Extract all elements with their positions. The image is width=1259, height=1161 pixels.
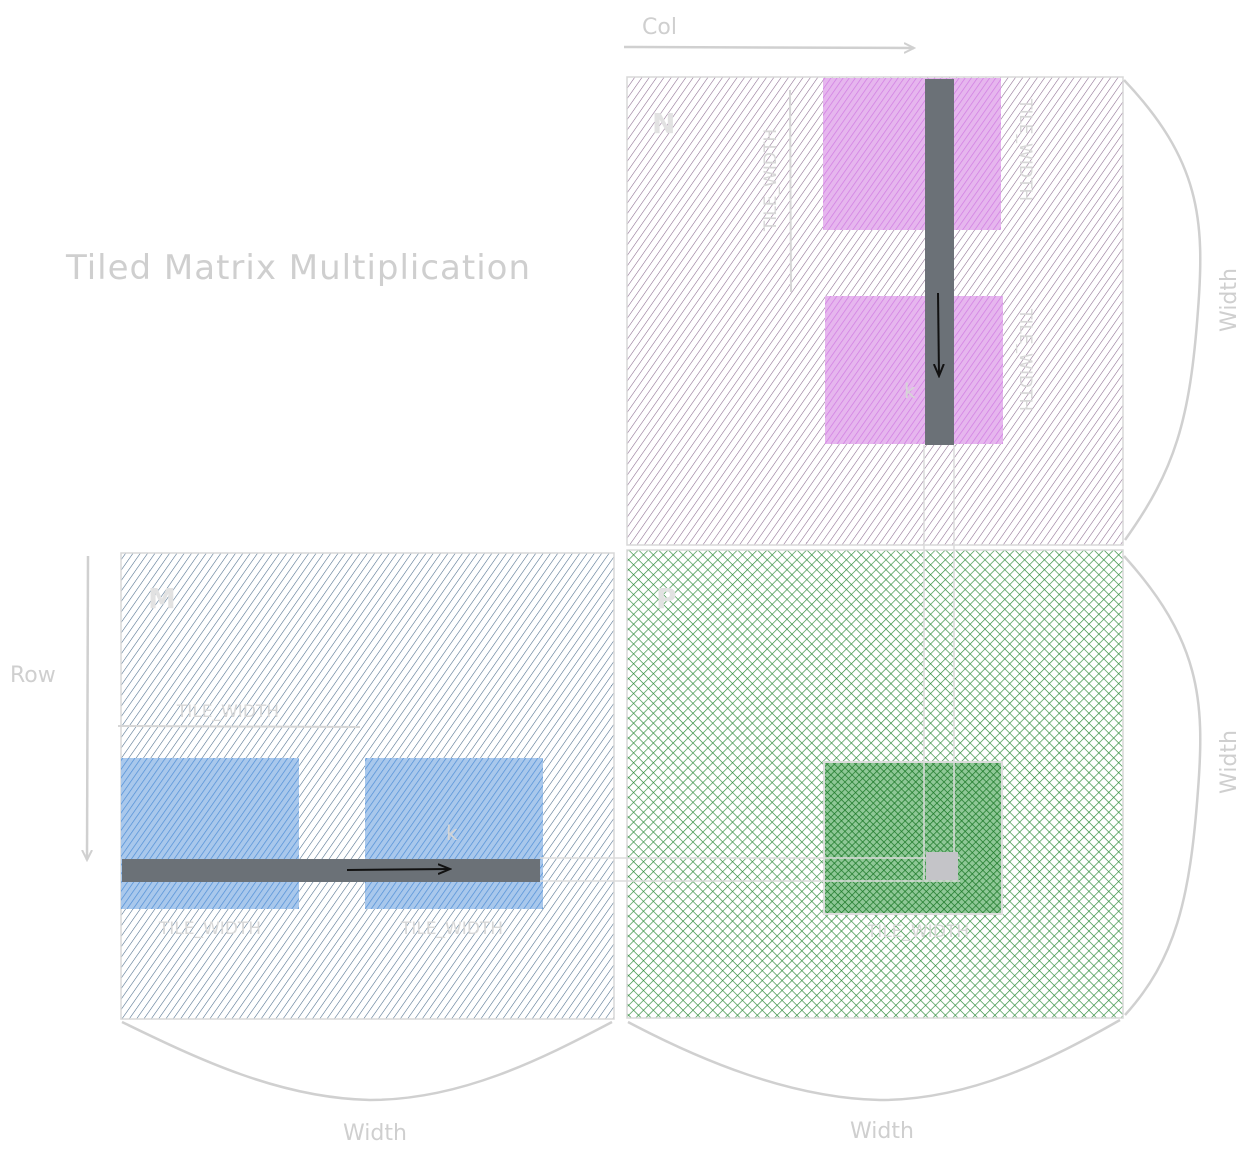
p-bottom-width-label: Width <box>850 1119 914 1144</box>
col-axis-arrow <box>623 47 914 48</box>
m-tile-1-label: TILE_WIDTH <box>158 919 261 939</box>
col-axis-label: Col <box>642 15 677 40</box>
n-k-label: k <box>904 379 916 403</box>
matrix-n-label: N <box>652 107 675 140</box>
p-tile <box>823 761 1003 915</box>
m-tile-2 <box>365 758 543 909</box>
matrix-p-label: P <box>656 582 677 615</box>
m-tile-1 <box>121 758 299 909</box>
n-width-brace <box>1123 79 1202 541</box>
n-column-bar <box>925 79 954 445</box>
m-row-arrow <box>346 869 450 870</box>
n-column-arrow <box>938 292 939 376</box>
row-axis-arrow <box>87 555 88 860</box>
n-tile-width-bracket <box>789 89 792 293</box>
m-row-bar <box>122 859 540 882</box>
n-tile-left-label: TILE_WIDTH <box>761 129 781 232</box>
matrix-m-label: M <box>148 582 176 615</box>
diagram-title: Tiled Matrix Multiplication <box>65 248 531 288</box>
n-tile-2 <box>825 296 1003 444</box>
n-tile-1 <box>823 78 1001 230</box>
matrix-m: M TILE_WIDTH TILE_WIDTH TILE_WIDTH k Wid… <box>117 552 615 1146</box>
p-element <box>926 852 958 880</box>
m-width-brace <box>121 1020 613 1102</box>
m-tile-top-label: TILE_WIDTH <box>176 702 279 722</box>
p-tile-label: TILE_WIDTH <box>866 922 969 942</box>
m-k-label: k <box>446 821 458 845</box>
m-tile-2-label: TILE_WIDTH <box>400 919 503 939</box>
row-axis-label: Row <box>10 663 56 688</box>
m-tile-width-bracket <box>117 725 361 728</box>
matrix-n: N TILE_WIDTH TILE_WIDTH TILE_WIDTH k Wid… <box>626 76 1242 546</box>
m-width-label: Width <box>343 1121 407 1146</box>
n-tile-2-label: TILE_WIDTH <box>1015 308 1035 411</box>
matrix-p: P TILE_WIDTH Width Width <box>540 445 1242 1144</box>
n-tile-1-label: TILE_WIDTH <box>1015 98 1035 201</box>
p-right-brace <box>1123 555 1202 1016</box>
p-bottom-brace <box>627 1018 1121 1102</box>
p-right-width-label: Width <box>1217 730 1242 794</box>
n-width-label: Width <box>1217 268 1242 332</box>
